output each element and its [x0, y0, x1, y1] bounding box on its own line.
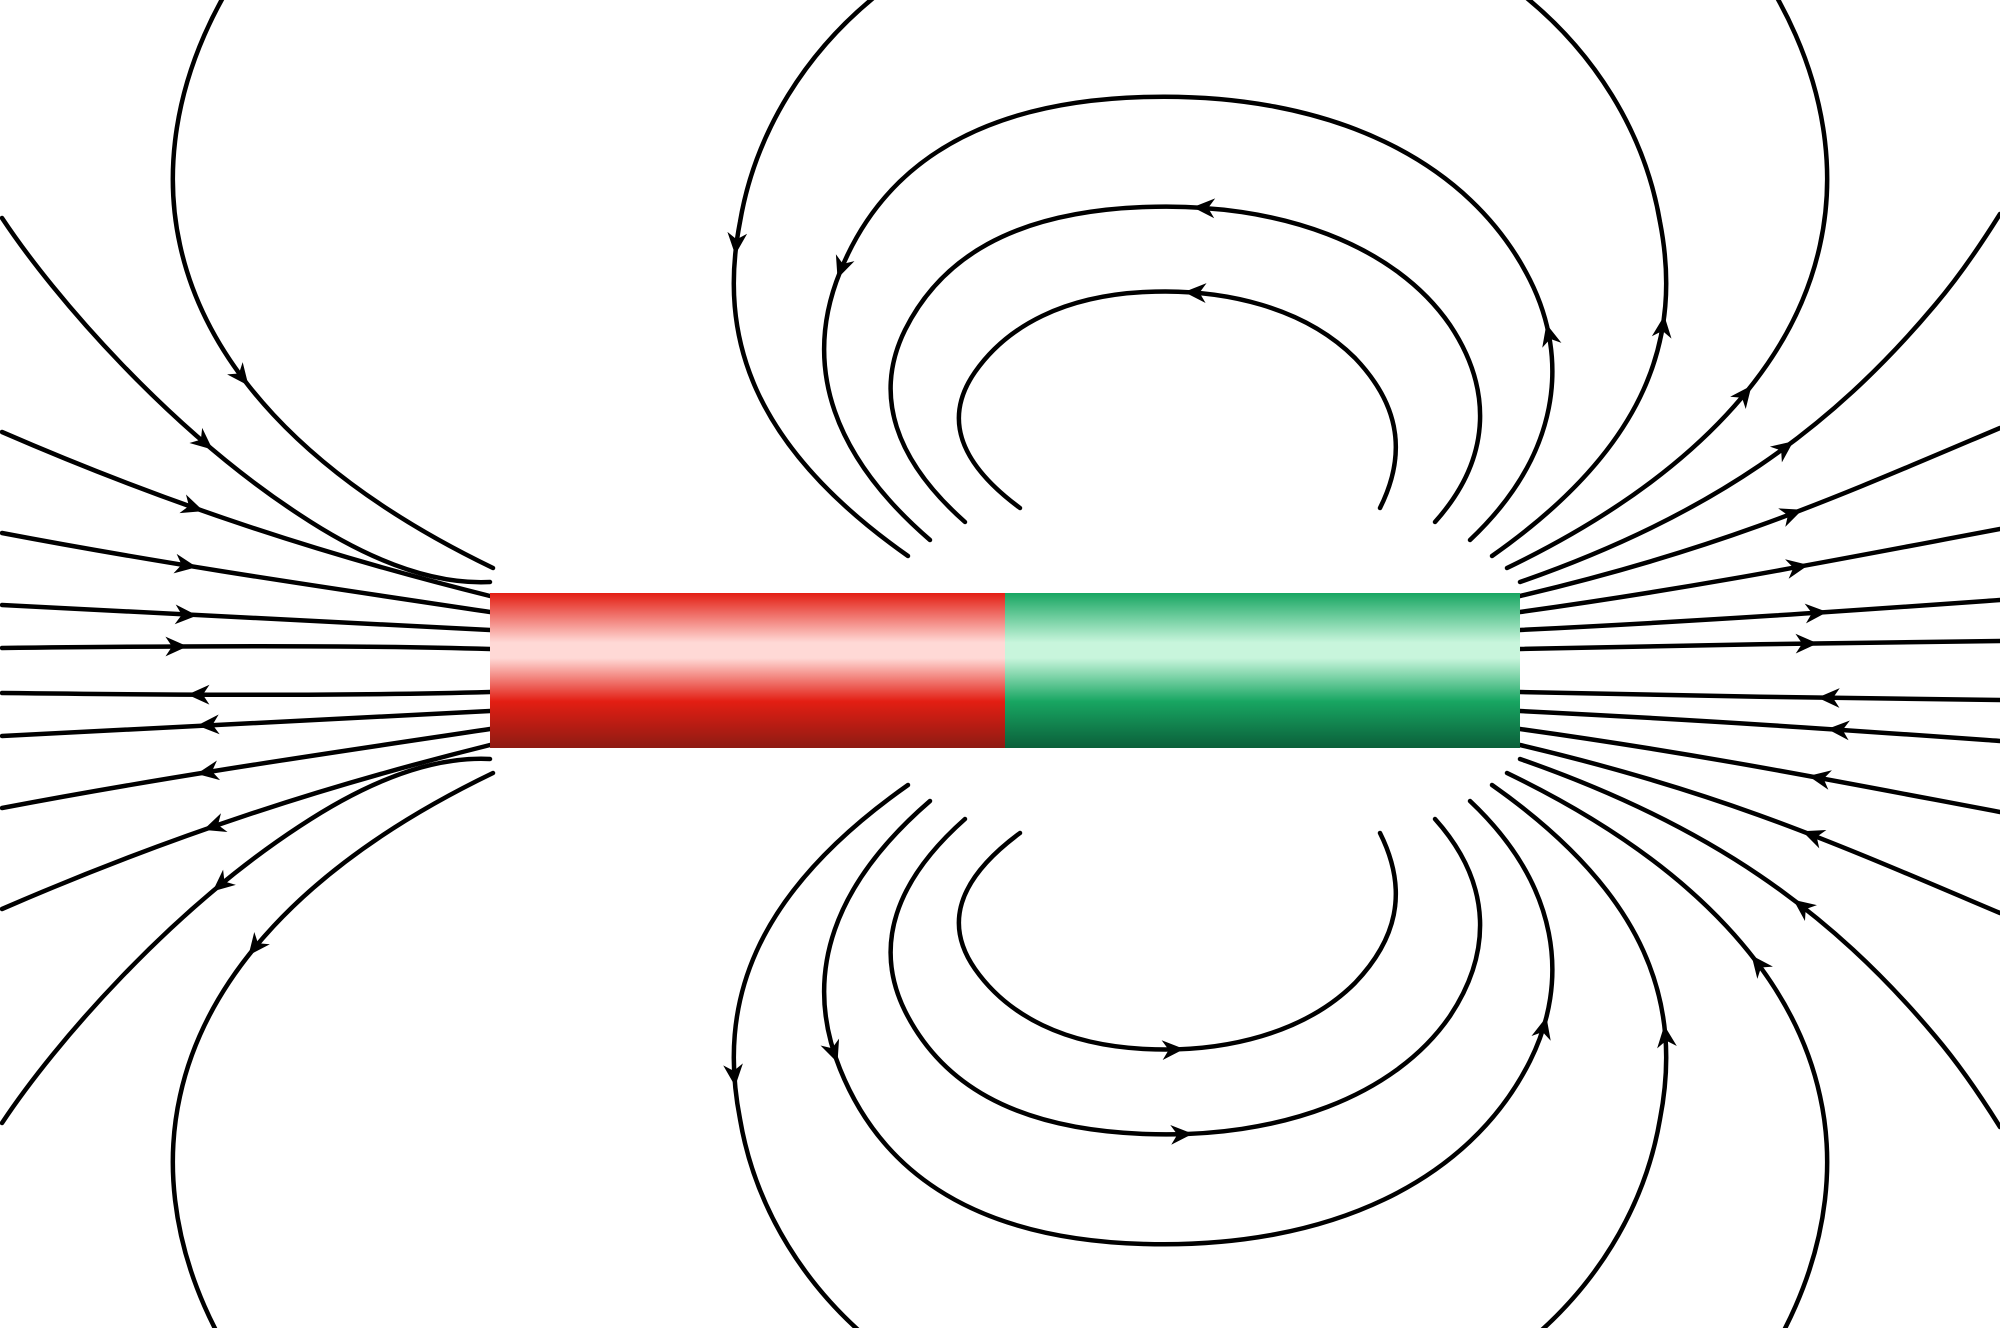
field-arrow-icon: [821, 1039, 847, 1067]
field-line: [734, 785, 1666, 1328]
field-arrow-icon: [200, 813, 227, 839]
field-line: [2, 692, 490, 695]
magnet-north-pole: [490, 593, 1005, 748]
field-line: [1520, 529, 2000, 612]
field-line: [1520, 641, 2000, 649]
field-line: [1520, 692, 2000, 700]
field-line: [2, 711, 490, 736]
field-line: [2, 646, 490, 649]
field-arrow-icon: [1778, 500, 1806, 526]
field-arrow-icon: [179, 494, 206, 520]
field-line: [2, 605, 490, 630]
field-line: [1520, 745, 2000, 913]
field-line: [959, 833, 1396, 1049]
field-line: [173, 773, 493, 1328]
bar-magnet: [490, 593, 1520, 748]
field-line: [1520, 729, 2000, 812]
field-line: [1520, 600, 2000, 630]
field-line: [1520, 711, 2000, 741]
field-arrow-icon: [1531, 1015, 1556, 1041]
field-arrow-icon: [828, 254, 854, 282]
field-line: [959, 292, 1396, 508]
field-arrow-icon: [1799, 822, 1827, 848]
magnet-south-pole: [1005, 593, 1520, 748]
field-line: [173, 0, 493, 568]
field-line: [1520, 428, 2000, 596]
